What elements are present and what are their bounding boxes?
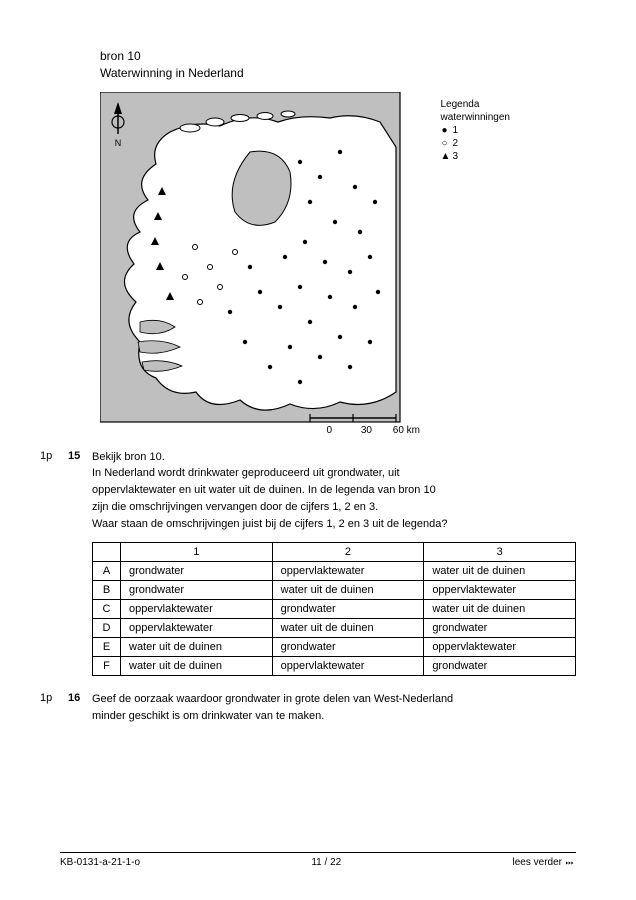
table-cell: oppervlaktewater [424,637,576,656]
q15-line: oppervlaktewater en uit water uit de dui… [92,483,576,498]
table-header: 1 [121,542,273,561]
legend-symbol: ▲ [441,150,449,163]
q15-number: 15 [68,450,92,676]
table-row: E water uit de duinen grondwater oppervl… [93,637,576,656]
table-cell: water uit de duinen [272,580,424,599]
q15-line: Bekijk bron 10. [92,450,576,465]
table-cell: grondwater [272,599,424,618]
q16-body: Geef de oorzaak waardoor grondwater in g… [92,692,576,726]
table-cell: grondwater [424,618,576,637]
table-cell: water uit de duinen [121,656,273,675]
arrow-icon [566,859,576,867]
q15-line: Waar staan de omschrijvingen juist bij d… [92,517,576,532]
scale-labels: 0 30 60 km [327,425,420,436]
map-figure: N [100,92,430,432]
scale-end: 60 km [393,425,420,436]
table-cell: water uit de duinen [424,561,576,580]
legend-label: 2 [453,137,459,150]
table-corner [93,542,121,561]
table-cell: oppervlaktewater [121,599,273,618]
map-legend: Legenda waterwinningen ● 1 ○ 2 ▲ 3 [441,98,511,163]
legend-label: 3 [453,150,459,163]
page-footer: KB-0131-a-21-1-o 11 / 22 lees verder [60,852,576,868]
bron-label: bron 10 [100,48,576,65]
table-row: A grondwater oppervlaktewater water uit … [93,561,576,580]
q15-line: In Nederland wordt drinkwater geproducee… [92,466,576,481]
legend-label: 1 [453,124,459,137]
svg-text:N: N [115,138,122,148]
table-cell: grondwater [424,656,576,675]
row-label: B [93,580,121,599]
table-header-row: 1 2 3 [93,542,576,561]
page-title: Waterwinning in Nederland [100,65,576,82]
table-cell: grondwater [121,561,273,580]
netherlands-map: N [100,92,430,432]
q16-marks: 1p [40,692,68,726]
table-cell: grondwater [272,637,424,656]
q15-marks: 1p [40,450,68,676]
row-label: F [93,656,121,675]
scale-mid: 30 [361,425,372,436]
row-label: D [93,618,121,637]
footer-left: KB-0131-a-21-1-o [60,857,140,868]
table-header: 3 [424,542,576,561]
table-cell: oppervlaktewater [272,656,424,675]
legend-item: ● 1 [441,124,511,137]
table-cell: oppervlaktewater [424,580,576,599]
row-label: A [93,561,121,580]
q16-number: 16 [68,692,92,726]
table-cell: water uit de duinen [121,637,273,656]
legend-symbol: ○ [441,137,449,150]
q15-body: Bekijk bron 10. In Nederland wordt drink… [92,450,576,676]
legend-title: Legenda [441,98,511,111]
legend-symbol: ● [441,124,449,137]
table-cell: grondwater [121,580,273,599]
table-cell: water uit de duinen [424,599,576,618]
row-label: E [93,637,121,656]
q16-line: Geef de oorzaak waardoor grondwater in g… [92,692,576,707]
answer-table: 1 2 3 A grondwater oppervlaktewater wate… [92,542,576,676]
table-cell: water uit de duinen [272,618,424,637]
table-cell: oppervlaktewater [272,561,424,580]
table-header: 2 [272,542,424,561]
footer-center: 11 / 22 [311,857,341,868]
question-16: 1p 16 Geef de oorzaak waardoor grondwate… [40,692,576,726]
legend-subtitle: waterwinningen [441,111,511,124]
footer-right: lees verder [513,857,576,868]
table-body: A grondwater oppervlaktewater water uit … [93,561,576,675]
row-label: C [93,599,121,618]
title-block: bron 10 Waterwinning in Nederland [100,48,576,82]
legend-item: ▲ 3 [441,150,511,163]
question-15: 1p 15 Bekijk bron 10. In Nederland wordt… [40,450,576,676]
footer-right-text: lees verder [513,857,562,868]
table-row: F water uit de duinen oppervlaktewater g… [93,656,576,675]
q16-line: minder geschikt is om drinkwater van te … [92,709,576,724]
q15-line: zijn die omschrijvingen vervangen door d… [92,500,576,515]
table-row: D oppervlaktewater water uit de duinen g… [93,618,576,637]
legend-item: ○ 2 [441,137,511,150]
table-cell: oppervlaktewater [121,618,273,637]
scale-0: 0 [327,425,333,436]
table-row: B grondwater water uit de duinen oppervl… [93,580,576,599]
table-row: C oppervlaktewater grondwater water uit … [93,599,576,618]
